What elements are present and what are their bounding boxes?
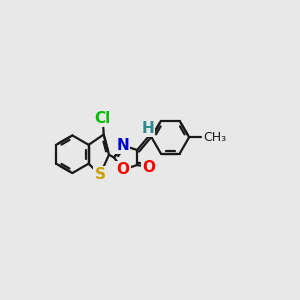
Text: S: S — [94, 167, 105, 182]
Text: Cl: Cl — [94, 111, 111, 126]
Text: N: N — [116, 138, 129, 153]
Text: O: O — [143, 160, 156, 175]
Text: O: O — [116, 162, 129, 177]
Text: H: H — [141, 121, 154, 136]
Text: CH₃: CH₃ — [203, 131, 226, 144]
